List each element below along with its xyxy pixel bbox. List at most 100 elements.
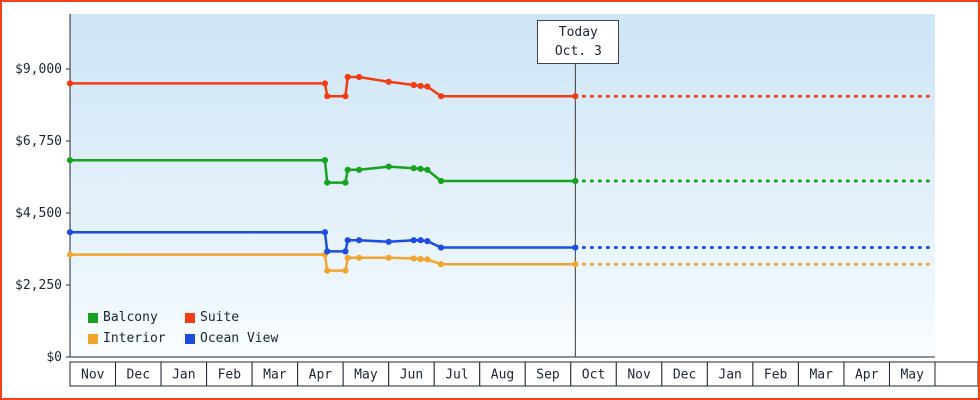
month-cell <box>342 361 390 387</box>
month-cell <box>297 361 344 387</box>
month-label: Jan <box>172 368 195 383</box>
month-label: May <box>354 368 378 383</box>
series-point-ocean-view <box>417 237 424 244</box>
month-cell <box>251 361 299 387</box>
series-point-balcony <box>355 166 363 173</box>
series-point-suite <box>344 73 351 81</box>
series-point-interior <box>417 255 424 263</box>
month-label: Dec <box>127 368 150 383</box>
legend-label-balcony: Balcony <box>103 310 158 325</box>
series-point-ocean-view <box>324 248 331 255</box>
series-point-interior <box>324 267 331 274</box>
today-label-line1: Today <box>558 25 598 40</box>
series-point-balcony <box>417 165 424 172</box>
y-tick-label: $6,750 <box>15 134 62 149</box>
month-label: Aug <box>491 368 514 383</box>
month-label: Sep <box>536 368 560 383</box>
y-tick-label: $0 <box>46 350 62 365</box>
month-label: Jan <box>718 368 741 383</box>
series-point-interior <box>424 256 431 263</box>
month-label: Oct <box>582 368 605 383</box>
month-cell <box>797 361 845 387</box>
month-label: May <box>900 368 924 383</box>
series-point-suite <box>324 93 331 100</box>
series-point-suite <box>410 81 417 89</box>
series-point-interior <box>344 254 351 261</box>
series-point-interior <box>66 251 74 258</box>
month-cell <box>433 361 481 387</box>
series-point-ocean-view <box>342 248 349 255</box>
series-point-interior <box>355 254 363 261</box>
series-point-balcony <box>66 157 74 164</box>
month-cell <box>661 361 708 387</box>
y-tick-label: $9,000 <box>15 62 62 77</box>
series-point-ocean-view <box>355 237 363 244</box>
month-cell <box>206 361 253 387</box>
month-label: Feb <box>218 368 242 383</box>
series-point-ocean-view <box>66 229 74 236</box>
series-point-ocean-view <box>321 229 329 236</box>
legend-item-interior: Interior <box>88 331 185 346</box>
series-point-ocean-view <box>424 238 431 245</box>
series-point-suite <box>572 93 579 100</box>
series-point-ocean-view <box>410 237 417 244</box>
month-label: Jul <box>445 368 468 383</box>
legend: Balcony Suite Interior Ocean View <box>88 310 278 346</box>
series-point-balcony <box>424 166 431 173</box>
month-label: Jun <box>400 368 423 383</box>
series-point-suite <box>66 80 74 87</box>
series-point-ocean-view <box>385 238 392 245</box>
series-point-interior <box>385 254 392 261</box>
y-tick-label: $4,500 <box>15 206 62 221</box>
month-cell <box>69 361 117 387</box>
y-tick-label: $2,250 <box>15 278 62 293</box>
series-point-interior <box>342 267 349 274</box>
series-point-interior <box>410 255 417 262</box>
series-point-balcony <box>321 157 329 164</box>
legend-item-suite: Suite <box>185 310 278 325</box>
plot-background <box>70 14 935 357</box>
month-cell <box>160 361 208 387</box>
today-label-line2: Oct. 3 <box>554 44 602 59</box>
interior-swatch <box>88 333 98 344</box>
series-point-suite <box>417 82 424 90</box>
series-point-balcony <box>410 165 417 172</box>
today-marker-label: Today Oct. 3 <box>537 20 620 64</box>
suite-swatch <box>185 312 195 323</box>
series-point-balcony <box>437 177 445 185</box>
legend-label-suite: Suite <box>200 310 240 325</box>
month-cell <box>115 361 162 387</box>
legend-label-ocean-view: Ocean View <box>200 331 279 346</box>
month-label: Mar <box>809 368 833 383</box>
balcony-swatch <box>88 312 98 323</box>
series-point-ocean-view <box>572 244 579 251</box>
series-point-suite <box>437 93 445 100</box>
series-point-ocean-view <box>344 237 351 244</box>
series-point-balcony <box>342 179 349 186</box>
series-point-interior <box>572 261 579 268</box>
series-point-balcony <box>324 179 331 186</box>
month-cell <box>615 361 663 387</box>
month-label: Apr <box>309 368 333 383</box>
series-point-interior <box>437 261 445 268</box>
month-label: Nov <box>627 368 651 383</box>
series-point-ocean-view <box>437 244 445 251</box>
month-cell <box>388 361 435 387</box>
series-point-balcony <box>344 166 351 173</box>
series-point-balcony <box>572 177 579 185</box>
series-point-suite <box>321 80 329 87</box>
series-point-suite <box>342 93 349 100</box>
ocean-view-swatch <box>185 333 195 344</box>
series-point-suite <box>355 73 363 81</box>
legend-label-interior: Interior <box>103 331 166 346</box>
month-cell-partial <box>934 361 978 387</box>
month-cell <box>843 361 890 387</box>
series-point-suite <box>385 78 392 85</box>
month-label: Feb <box>764 368 788 383</box>
legend-item-balcony: Balcony <box>88 310 185 325</box>
legend-item-ocean-view: Ocean View <box>185 331 278 346</box>
month-label: Nov <box>81 368 105 383</box>
series-point-suite <box>424 83 431 90</box>
month-label: Dec <box>673 368 696 383</box>
